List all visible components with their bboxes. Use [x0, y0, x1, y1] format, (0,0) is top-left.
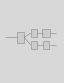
Bar	[42, 29, 50, 37]
Bar	[17, 32, 24, 43]
Bar	[43, 41, 49, 49]
Bar	[31, 41, 37, 49]
Bar	[31, 29, 37, 37]
